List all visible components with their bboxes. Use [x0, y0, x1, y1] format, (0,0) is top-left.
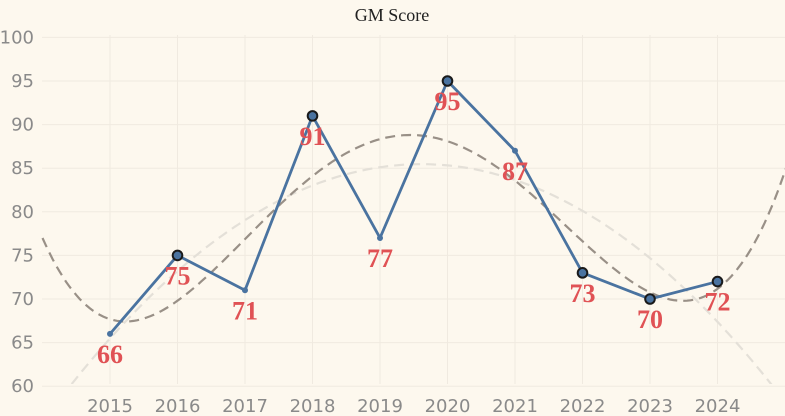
x-tick-label: 2019	[357, 396, 403, 416]
y-tick-label: 65	[11, 333, 34, 354]
data-label: 75	[165, 261, 191, 290]
data-label: 70	[637, 305, 663, 334]
trendline-quadratic	[70, 163, 773, 384]
series-layer	[107, 75, 724, 337]
grid	[42, 35, 785, 387]
data-point	[711, 275, 724, 288]
x-tick-label: 2024	[695, 396, 741, 416]
y-tick-label: 60	[11, 376, 34, 397]
data-point	[242, 287, 248, 294]
x-tick-label: 2017	[222, 396, 268, 416]
y-tick-label: 70	[11, 289, 34, 310]
data-label: 91	[300, 122, 326, 151]
data-point	[171, 249, 184, 262]
data-label: 73	[570, 279, 596, 308]
data-point	[512, 147, 518, 154]
chart-title: GM Score	[355, 5, 430, 25]
data-point	[644, 293, 656, 305]
data-label: 77	[367, 244, 393, 273]
trendline-polynomial	[41, 133, 785, 323]
x-tick-label: 2015	[87, 396, 133, 416]
data-label: 72	[705, 288, 731, 317]
y-tick-label: 90	[11, 115, 34, 136]
x-tick-label: 2020	[425, 396, 471, 416]
y-tick-label: 85	[11, 158, 34, 179]
axes: 60 65 70 75 80 85 90 95 100 2015 2016 2017 2018 2019 2…	[0, 27, 740, 416]
data-label: 71	[232, 296, 258, 325]
x-tick-label: 2022	[560, 396, 606, 416]
x-tick-label: 2021	[492, 396, 538, 416]
data-label: 66	[97, 340, 123, 369]
data-point	[441, 75, 454, 87]
data-labels: 66 75 71 91 77 95 87 73 70 72	[97, 87, 731, 369]
data-label: 87	[502, 157, 528, 186]
series-line	[108, 79, 718, 335]
data-point	[576, 267, 589, 279]
y-tick-label: 100	[0, 27, 34, 48]
y-tick-label: 95	[11, 71, 34, 92]
data-label: 95	[435, 87, 461, 116]
data-point	[306, 110, 319, 122]
y-tick-label: 80	[11, 202, 34, 223]
x-tick-label: 2018	[290, 396, 336, 416]
trendlines	[41, 133, 785, 384]
x-tick-label: 2016	[155, 396, 201, 416]
data-point	[107, 330, 113, 337]
x-tick-label: 2023	[627, 396, 673, 416]
y-tick-label: 75	[11, 245, 34, 266]
data-point	[377, 234, 383, 241]
